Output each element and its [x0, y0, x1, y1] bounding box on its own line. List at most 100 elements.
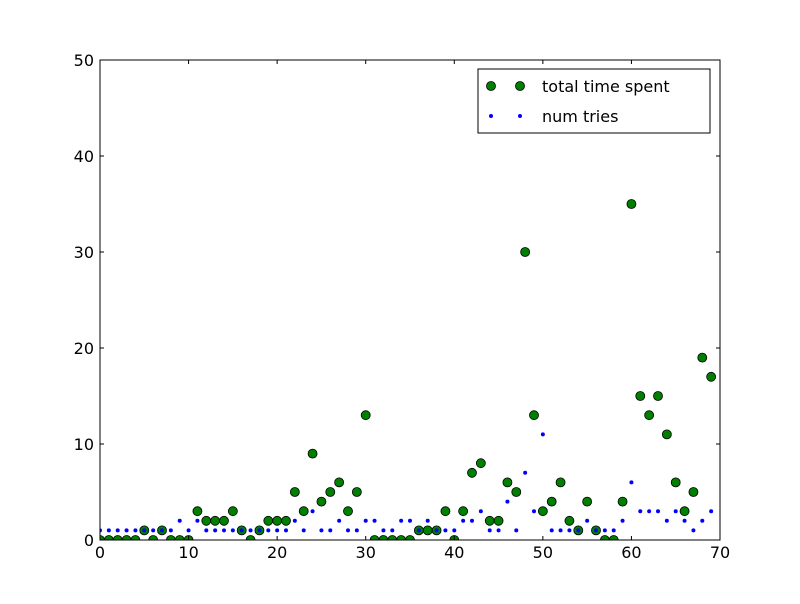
point-num-tries	[275, 528, 280, 533]
x-tick-label: 30	[356, 543, 376, 562]
point-num-tries	[478, 509, 483, 514]
point-num-tries	[567, 528, 572, 533]
point-total-time-spent	[281, 515, 291, 526]
point-num-tries	[470, 518, 474, 523]
point-total-time-spent	[307, 448, 318, 459]
legend-marker-num-tries-right	[518, 114, 522, 118]
point-num-tries	[168, 528, 173, 533]
point-total-time-spent	[219, 515, 229, 526]
point-total-time-spent	[112, 535, 123, 540]
point-total-time-spent	[661, 429, 672, 440]
point-num-tries	[222, 528, 226, 533]
point-total-time-spent	[635, 391, 646, 401]
point-num-tries	[576, 528, 581, 533]
y-tick-label: 10	[74, 435, 94, 454]
point-num-tries	[390, 528, 395, 533]
point-total-time-spent	[653, 391, 663, 401]
point-total-time-spent	[484, 515, 495, 526]
point-total-time-spent	[688, 487, 699, 497]
point-total-time-spent	[316, 496, 327, 507]
legend-marker-num-tries-left	[489, 114, 493, 118]
point-num-tries	[487, 528, 492, 533]
point-total-time-spent	[396, 535, 407, 540]
point-num-tries	[292, 518, 297, 523]
legend-box	[477, 68, 711, 134]
point-num-tries	[363, 518, 368, 523]
point-total-time-spent	[617, 496, 628, 507]
point-total-time-spent	[272, 515, 283, 526]
point-num-tries	[124, 528, 129, 533]
x-tick-label: 70	[710, 543, 730, 562]
legend: total time spent num tries	[477, 68, 711, 134]
point-num-tries	[142, 528, 147, 533]
y-tick-label: 30	[74, 243, 94, 262]
point-total-time-spent	[537, 506, 548, 517]
point-num-tries	[106, 528, 111, 533]
point-total-time-spent	[440, 506, 451, 517]
point-total-time-spent	[174, 535, 185, 540]
point-total-time-spent	[192, 506, 203, 517]
point-num-tries	[594, 528, 598, 533]
data-marks	[100, 199, 717, 540]
point-total-time-spent	[227, 506, 238, 517]
point-num-tries	[301, 528, 306, 533]
point-total-time-spent	[387, 535, 398, 540]
point-total-time-spent	[422, 525, 433, 536]
point-num-tries	[514, 528, 519, 533]
point-num-tries	[346, 528, 350, 533]
point-num-tries	[532, 509, 536, 514]
point-total-time-spent	[165, 535, 176, 540]
point-num-tries	[682, 518, 687, 523]
point-total-time-spent	[475, 458, 486, 469]
point-num-tries	[416, 528, 421, 533]
point-total-time-spent	[644, 410, 655, 421]
point-total-time-spent	[378, 535, 389, 540]
y-tick-label: 40	[74, 147, 94, 166]
point-num-tries	[310, 509, 315, 514]
axis-ticks: 0 10 20 30 40 50 60 70 0 10 20 30 40 50	[74, 51, 731, 562]
point-total-time-spent	[555, 477, 566, 488]
point-num-tries	[620, 518, 625, 523]
point-num-tries	[151, 528, 156, 533]
point-num-tries	[133, 528, 138, 533]
series-num-tries	[100, 432, 714, 533]
point-num-tries	[213, 528, 218, 533]
point-num-tries	[399, 518, 404, 523]
point-num-tries	[700, 518, 705, 523]
point-total-time-spent	[608, 535, 619, 540]
point-total-time-spent	[289, 487, 300, 497]
point-num-tries	[319, 528, 324, 533]
point-total-time-spent	[360, 410, 371, 421]
legend-marker-total-time-right	[515, 81, 525, 91]
point-num-tries	[328, 528, 333, 533]
point-num-tries	[160, 528, 164, 533]
point-num-tries	[505, 499, 510, 504]
point-total-time-spent	[582, 496, 593, 507]
point-num-tries	[177, 518, 182, 523]
point-num-tries	[461, 518, 466, 523]
point-num-tries	[230, 528, 235, 533]
point-total-time-spent	[599, 535, 610, 540]
point-num-tries	[452, 528, 457, 533]
y-tick-label: 50	[74, 51, 94, 70]
point-num-tries	[647, 509, 652, 514]
point-num-tries	[372, 518, 377, 523]
point-num-tries	[691, 528, 696, 533]
point-num-tries	[611, 528, 616, 533]
point-total-time-spent	[546, 496, 557, 507]
point-num-tries	[629, 480, 634, 485]
point-total-time-spent	[263, 515, 274, 526]
point-total-time-spent	[121, 535, 132, 540]
point-total-time-spent	[706, 371, 717, 382]
point-total-time-spent	[564, 515, 575, 526]
y-tick-label: 20	[74, 339, 94, 358]
point-total-time-spent	[130, 535, 141, 540]
point-total-time-spent	[351, 487, 362, 497]
point-total-time-spent	[458, 506, 469, 517]
legend-marker-total-time-left	[486, 81, 496, 91]
x-tick-label: 40	[444, 543, 464, 562]
x-tick-label: 0	[95, 543, 105, 562]
point-total-time-spent	[670, 477, 681, 488]
point-num-tries	[204, 528, 209, 533]
point-num-tries	[443, 528, 448, 533]
